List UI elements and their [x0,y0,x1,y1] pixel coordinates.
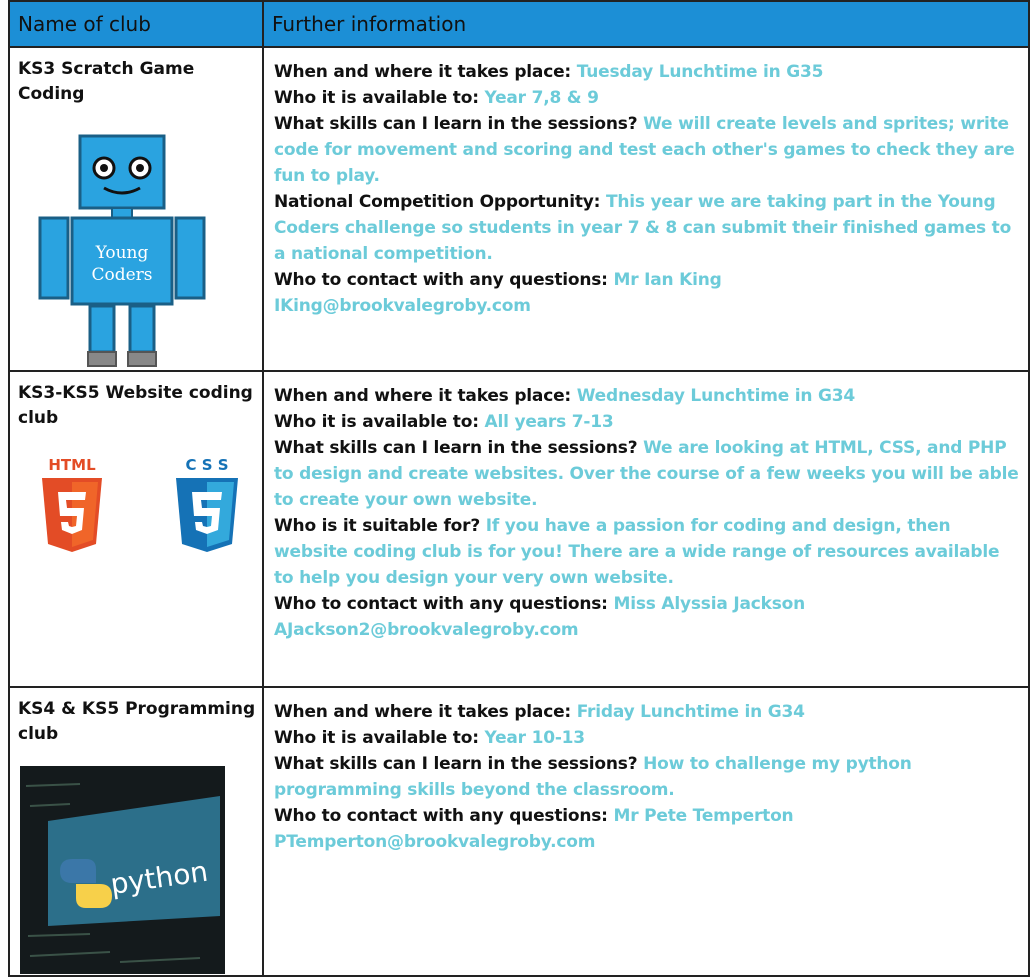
info-label: Who is it suitable for? [274,516,480,536]
info-line: Who is it suitable for? If you have a pa… [274,513,1024,591]
info-value: Mr Pete Temperton [613,806,794,826]
info-value: We will create levels and sprites; write… [274,114,1015,186]
header-row: Name of club Further information [10,0,1028,48]
info-line: What skills can I learn in the sessions?… [274,435,1024,513]
image-text: C S S [185,456,228,474]
info-label: Who to contact with any questions: [274,594,608,614]
info-line: When and where it takes place: Friday Lu… [274,699,1024,725]
info-value: Year 7,8 & 9 [484,88,599,108]
info-label: What skills can I learn in the sessions? [274,754,638,774]
info-label: When and where it takes place: [274,62,571,82]
info-cell: When and where it takes place: Wednesday… [264,372,1028,686]
info-line: What skills can I learn in the sessions?… [274,751,1024,803]
info-cell: When and where it takes place: Tuesday L… [264,48,1028,370]
info-block: When and where it takes place: Friday Lu… [264,688,1028,855]
python-image: python [20,766,225,974]
info-value: Wednesday Lunchtime in G34 [576,386,856,406]
email: IKing@brookvalegroby.com [274,296,531,316]
info-label: National Competition Opportunity: [274,192,601,212]
info-line: Who to contact with any questions: Mr Pe… [274,803,1024,829]
info-block: When and where it takes place: Wednesday… [264,372,1028,643]
info-line: Who it is available to: Year 7,8 & 9 [274,85,1024,111]
info-line: Who it is available to: Year 10-13 [274,725,1024,751]
image-text: Young [95,243,149,263]
info-label: When and where it takes place: [274,386,571,406]
info-value: If you have a passion for coding and des… [274,516,1000,588]
club-name: KS4 & KS5 Programming club [18,699,256,744]
header-cell: Name of club [10,2,264,46]
info-label: What skills can I learn in the sessions? [274,438,638,458]
club-row: KS4 & KS5 Programming club python When a… [10,688,1028,977]
robot-image: Young Coders [38,134,206,367]
info-cell: When and where it takes place: Friday Lu… [264,688,1028,975]
info-value: Friday Lunchtime in G34 [576,702,805,722]
info-line: When and where it takes place: Wednesday… [274,383,1024,409]
club-cell: KS3-KS5 Website coding club HTML C S S [10,372,264,686]
info-label: Who it is available to: [274,88,479,108]
info-value: This year we are taking part in the Youn… [274,192,1012,264]
info-label: Who it is available to: [274,412,479,432]
club-name: KS3 Scratch Game Coding [18,59,195,104]
email: AJackson2@brookvalegroby.com [274,620,579,640]
info-block: When and where it takes place: Tuesday L… [264,48,1028,319]
info-line: National Competition Opportunity: This y… [274,189,1024,267]
club-row: KS3-KS5 Website coding club HTML C S S W… [10,372,1028,688]
image-text: HTML [48,456,96,474]
info-label: When and where it takes place: [274,702,571,722]
info-line: What skills can I learn in the sessions?… [274,111,1024,189]
info-label: Who it is available to: [274,728,479,748]
info-line: Who it is available to: All years 7-13 [274,409,1024,435]
info-line: Who to contact with any questions: Miss … [274,591,1024,617]
info-label: Who to contact with any questions: [274,270,608,290]
info-value: Mr Ian King [613,270,722,290]
info-label: Who to contact with any questions: [274,806,608,826]
club-table: Name of club Further information KS3 Scr… [8,0,1030,977]
info-value: Tuesday Lunchtime in G35 [576,62,824,82]
club-cell: KS3 Scratch Game Coding Young Coders [10,48,264,370]
info-value: All years 7-13 [484,412,614,432]
info-line: Who to contact with any questions: Mr Ia… [274,267,1024,293]
info-line: When and where it takes place: Tuesday L… [274,59,1024,85]
club-row: KS3 Scratch Game Coding Young Coders Whe… [10,48,1028,372]
club-cell: KS4 & KS5 Programming club python [10,688,264,975]
email: PTemperton@brookvalegroby.com [274,832,596,852]
info-value: Year 10-13 [484,728,586,748]
header-cell: Further information [272,12,467,36]
info-value: How to challenge my python programming s… [274,754,912,800]
info-value: We are looking at HTML, CSS, and PHP to … [274,438,1019,510]
info-label: What skills can I learn in the sessions? [274,114,638,134]
info-value: Miss Alyssia Jackson [613,594,806,614]
image-text: Coders [91,265,152,285]
club-name: KS3-KS5 Website coding club [18,383,253,428]
html-css-logos: HTML C S S [42,456,238,552]
